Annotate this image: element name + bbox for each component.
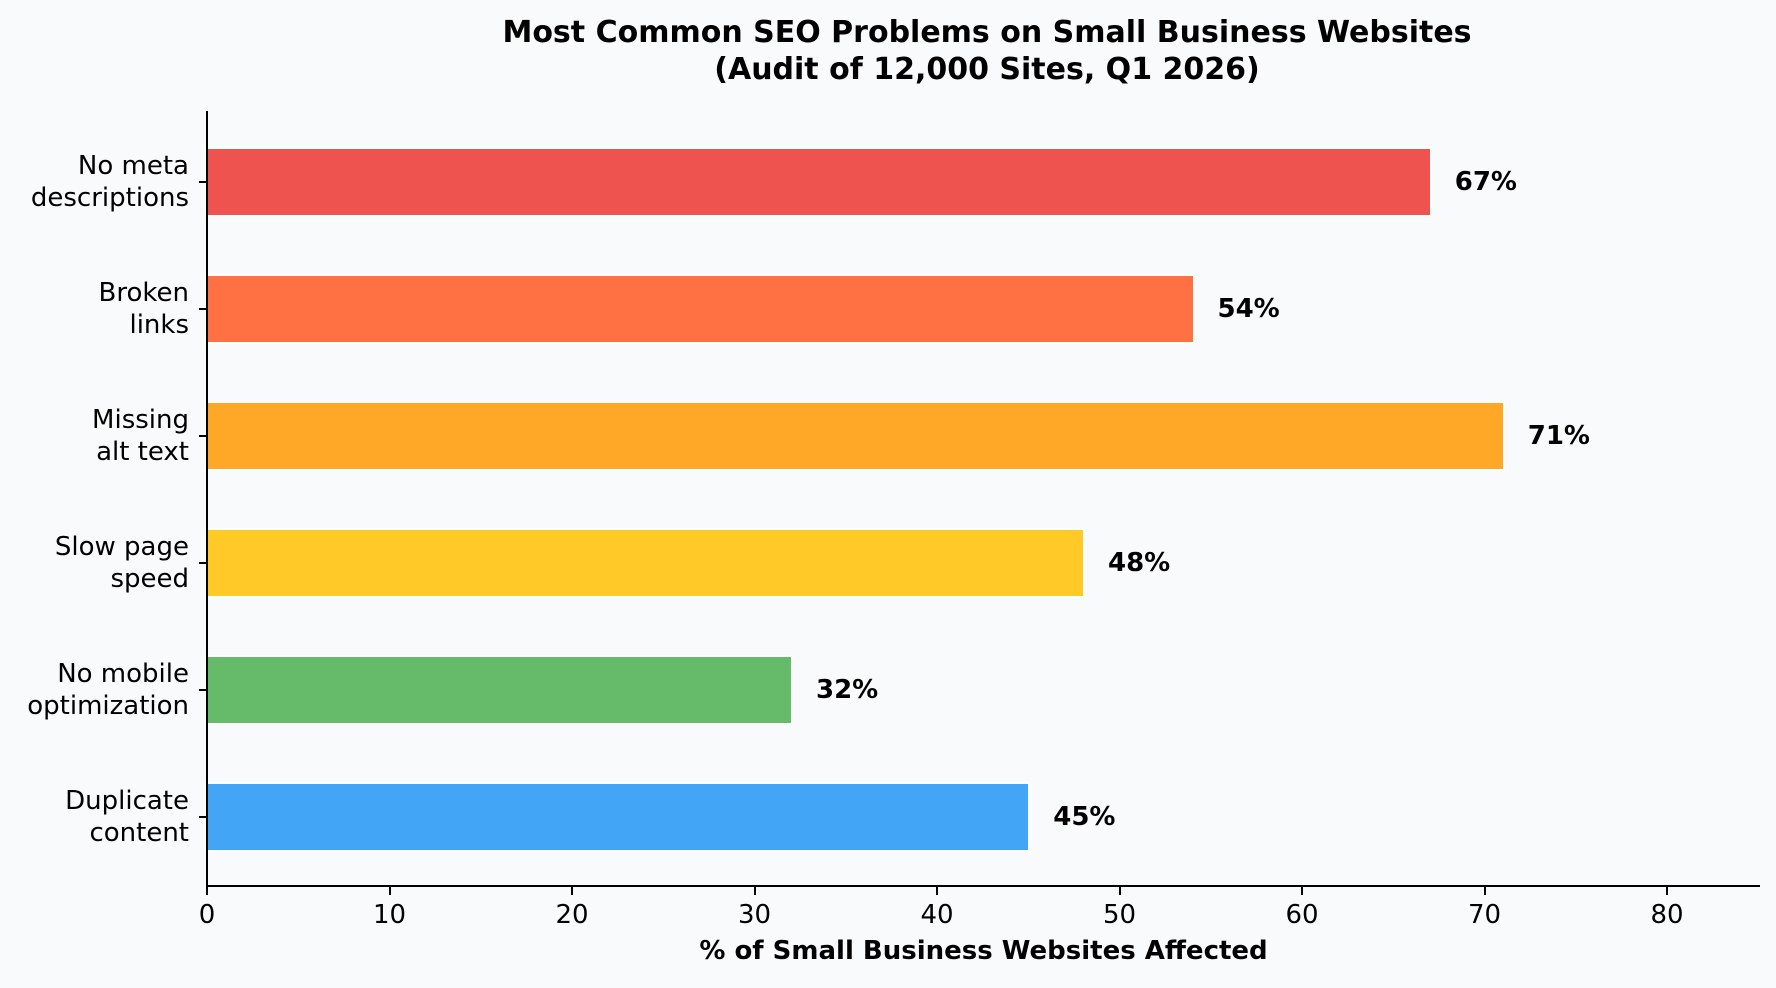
bar-value-label: 45% xyxy=(1053,802,1116,832)
bar-value-label: 48% xyxy=(1108,548,1171,578)
x-tick-label: 50 xyxy=(1102,900,1137,930)
x-tick xyxy=(571,887,573,895)
y-tick-label-line: alt text xyxy=(96,437,189,467)
y-tick-label-line: Slow page xyxy=(54,532,189,562)
y-tick-label-line: content xyxy=(89,818,189,848)
bar xyxy=(207,149,1430,215)
y-tick-label-line: Missing xyxy=(92,405,189,435)
y-tick xyxy=(199,435,207,437)
x-tick-label: 10 xyxy=(372,900,407,930)
y-tick xyxy=(199,308,207,310)
x-axis-line xyxy=(206,885,1760,887)
x-tick-label: 20 xyxy=(555,900,589,930)
x-tick xyxy=(206,887,208,895)
bar-value-label: 54% xyxy=(1217,294,1280,324)
x-tick-label: 70 xyxy=(1467,900,1502,930)
x-tick-label: 30 xyxy=(737,900,772,930)
y-tick-label-line: No meta xyxy=(77,151,189,181)
y-tick-label-line: No mobile xyxy=(57,659,189,689)
x-tick xyxy=(1666,887,1668,895)
y-tick xyxy=(199,181,207,183)
x-tick xyxy=(1483,887,1486,895)
y-tick-label: No meta descriptions xyxy=(31,150,189,214)
bar xyxy=(207,657,791,723)
x-axis-label: % of Small Business Websites Affected xyxy=(699,936,1268,966)
y-tick-label: Duplicate content xyxy=(65,785,189,849)
x-tick xyxy=(753,887,756,895)
x-tick xyxy=(936,887,938,895)
y-tick-label-line: links xyxy=(129,310,189,340)
y-tick-label-line: optimization xyxy=(27,691,189,721)
bar xyxy=(207,403,1503,469)
x-tick xyxy=(1301,887,1303,895)
y-axis-line xyxy=(206,111,208,887)
x-tick-label: 40 xyxy=(920,900,954,930)
y-tick xyxy=(199,689,207,691)
chart-title-line-1: Most Common SEO Problems on Small Busine… xyxy=(502,15,1472,50)
chart-title-line-2: (Audit of 12,000 Sites, Q1 2026) xyxy=(714,52,1260,87)
bar-value-label: 32% xyxy=(816,675,879,705)
y-tick-label-line: descriptions xyxy=(30,183,189,213)
x-tick-label: 0 xyxy=(198,900,216,930)
bar-value-label: 71% xyxy=(1527,421,1590,451)
y-tick-label: Broken links xyxy=(99,277,189,341)
x-tick-label: 60 xyxy=(1285,900,1319,930)
bar xyxy=(207,530,1083,596)
bar-value-label: 67% xyxy=(1454,167,1517,197)
bar xyxy=(207,276,1193,342)
chart-title: Most Common SEO Problems on Small Busine… xyxy=(207,14,1767,88)
y-tick xyxy=(199,816,207,818)
x-tick-label: 80 xyxy=(1650,900,1684,930)
x-tick xyxy=(1118,887,1121,895)
y-tick-label-line: Duplicate xyxy=(65,786,189,816)
y-tick-label: Missing alt text xyxy=(92,404,189,468)
y-tick-label-line: Broken xyxy=(98,278,189,308)
x-tick xyxy=(388,887,391,895)
y-tick-label: Slow page speed xyxy=(55,531,189,595)
y-tick xyxy=(199,562,207,564)
bar xyxy=(207,784,1029,850)
y-tick-label-line: speed xyxy=(110,564,189,594)
y-tick-label: No mobile optimization xyxy=(27,658,189,722)
